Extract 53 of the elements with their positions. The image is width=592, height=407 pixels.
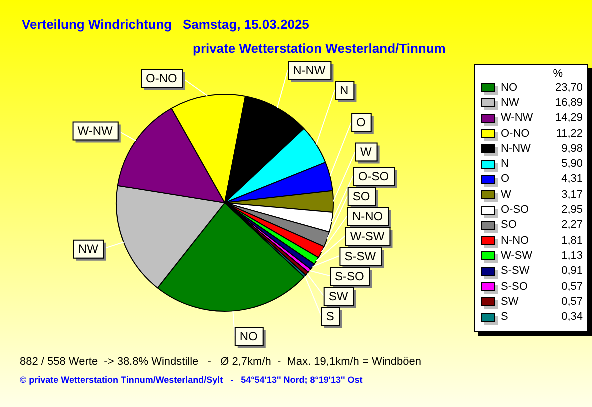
legend-label: NO <box>501 82 518 94</box>
slice-label: N-NO <box>352 209 384 224</box>
legend-label: W-NW <box>501 112 534 124</box>
legend-label: SO <box>501 219 518 232</box>
text: 882 / 558 Werte -> 38.8% Windstille - Ø 2,7km/h - Max. 19,1km/h = Windböen <box>20 356 422 368</box>
legend-label: N-NO <box>501 234 530 247</box>
slice-label: O-NO <box>146 71 178 86</box>
legend-label: O <box>501 173 511 186</box>
slice-label: SW <box>328 289 349 304</box>
data-label: 0,91 <box>562 265 583 278</box>
legend-label: S-SW <box>501 265 531 278</box>
slice-label: N <box>340 83 349 98</box>
slice-label: NO <box>240 329 258 344</box>
data-label: 5,90 <box>562 158 583 170</box>
data-label: 9,98 <box>562 142 583 155</box>
data-label: 1,81 <box>562 234 583 247</box>
chart-subtitle: private Wetterstation Westerland/Tinnum <box>193 41 446 56</box>
legend-label: S-SO <box>501 280 529 292</box>
data-label: 11,22 <box>556 128 583 140</box>
data-label: 16,89 <box>555 96 583 109</box>
legend-label: O-SO <box>501 204 530 216</box>
legend-label: N <box>501 158 510 170</box>
slice-label: NW <box>78 242 100 256</box>
data-label: 4,31 <box>562 173 583 186</box>
chart-title: Verteilung Windrichtung Samstag, 15.03.2025 <box>22 17 310 32</box>
data-label: 2,27 <box>562 219 583 232</box>
slice-label: S-SO <box>335 269 364 284</box>
data-label: 1,13 <box>562 250 583 262</box>
legend-label: N-NW <box>501 142 532 155</box>
data-label: 0,57 <box>562 280 583 292</box>
slice-label: W-SW <box>350 229 386 244</box>
data-label: 0,57 <box>562 296 583 308</box>
data-label: 2,95 <box>562 204 583 216</box>
legend-label: W-SW <box>501 250 534 262</box>
slice-label: W-NW <box>78 124 114 138</box>
slice-label: S <box>326 309 334 324</box>
data-label: 3,17 <box>562 188 583 201</box>
slice-label: S-SW <box>344 249 377 264</box>
slice-label: O-SO <box>358 169 390 184</box>
slice-label: N-NW <box>293 63 326 78</box>
data-label: 23,70 <box>555 82 583 94</box>
legend-title: % <box>552 68 564 80</box>
data-label: 0,34 <box>562 311 583 324</box>
slice-label: SO <box>352 189 370 204</box>
legend-label: SW <box>501 296 520 308</box>
legend-label: O-NO <box>501 128 531 140</box>
legend-label: W <box>501 188 512 201</box>
text: © private Wetterstation Tinnum/Westerland/Sylt - 54°54'13'' Nord; 8°19'13'' Ost <box>20 375 363 385</box>
slice-label: W <box>360 145 372 160</box>
data-label: 14,29 <box>555 112 583 124</box>
legend-label: S <box>501 311 510 324</box>
legend-label: NW <box>501 96 520 109</box>
slice-label: O <box>356 116 366 130</box>
